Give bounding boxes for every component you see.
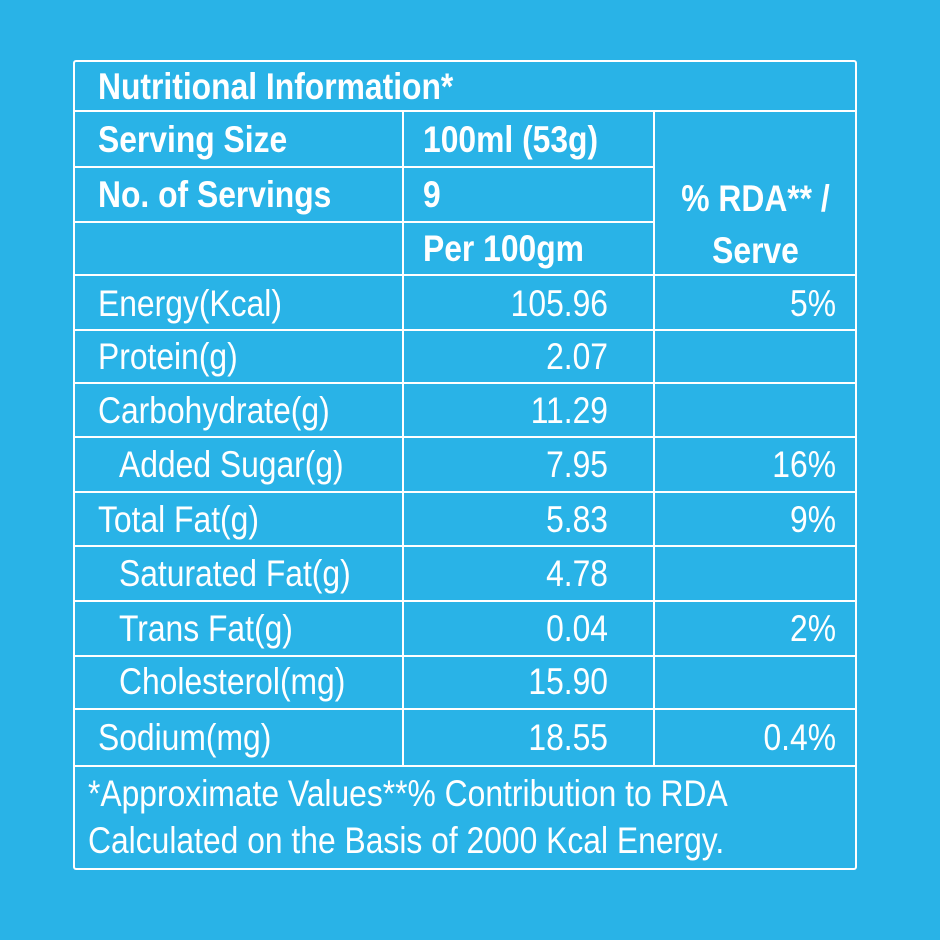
nutrient-rda: 16% xyxy=(772,444,836,485)
col-divider-1 xyxy=(402,110,404,766)
nutrient-rda: 5% xyxy=(790,283,836,324)
table-title: Nutritional Information* xyxy=(98,66,454,107)
nutrient-value: 5.83 xyxy=(546,499,608,540)
col-divider-2 xyxy=(653,110,655,766)
nutrient-rda: 0.4% xyxy=(763,717,836,758)
nutrition-table-frame xyxy=(73,60,857,870)
nutrient-value: 105.96 xyxy=(510,283,608,324)
per-100gm-header: Per 100gm xyxy=(423,228,584,269)
nutrient-value: 4.78 xyxy=(546,553,608,594)
nutrient-label: Cholesterol(mg) xyxy=(119,661,346,702)
footnote-line-2: Calculated on the Basis of 2000 Kcal Ene… xyxy=(88,820,725,861)
nutrient-label: Sodium(mg) xyxy=(98,717,272,758)
serving-size-label: Serving Size xyxy=(98,119,288,160)
rule-row-8 xyxy=(74,708,856,710)
nutrient-label: Saturated Fat(g) xyxy=(119,553,351,594)
rule-row-6 xyxy=(74,600,856,602)
rule-row-3 xyxy=(74,436,856,438)
nutrient-label: Energy(Kcal) xyxy=(98,283,282,324)
nutrient-value: 7.95 xyxy=(546,444,608,485)
nutrient-label: Protein(g) xyxy=(98,336,238,377)
rule-row-7 xyxy=(74,655,856,657)
rule-row-9 xyxy=(74,765,856,767)
rule-title xyxy=(74,110,856,112)
nutrient-value: 2.07 xyxy=(546,336,608,377)
servings-value: 9 xyxy=(423,174,441,215)
rule-row-4 xyxy=(74,491,856,493)
rda-header-line2: Serve xyxy=(712,230,799,271)
footnote-line-1: *Approximate Values**% Contribution to R… xyxy=(88,773,728,814)
nutrient-label: Added Sugar(g) xyxy=(119,444,344,485)
rule-row-5 xyxy=(74,545,856,547)
serving-size-value: 100ml (53g) xyxy=(423,119,599,160)
nutrient-value: 11.29 xyxy=(530,390,608,431)
nutrient-label: Carbohydrate(g) xyxy=(98,390,330,431)
rule-row-1 xyxy=(74,329,856,331)
nutrient-rda: 9% xyxy=(790,499,836,540)
servings-label: No. of Servings xyxy=(98,174,332,215)
rule-servings xyxy=(74,221,654,223)
rda-header-line1: % RDA** / xyxy=(681,178,830,219)
nutrient-label: Trans Fat(g) xyxy=(119,608,293,649)
rule-serving-size xyxy=(74,166,654,168)
nutrient-value: 18.55 xyxy=(528,717,608,758)
nutrient-value: 0.04 xyxy=(546,608,608,649)
nutrient-rda: 2% xyxy=(790,608,836,649)
rule-row-2 xyxy=(74,382,856,384)
nutrient-label: Total Fat(g) xyxy=(98,499,259,540)
nutrient-value: 15.90 xyxy=(528,661,608,702)
rule-header xyxy=(74,274,856,276)
